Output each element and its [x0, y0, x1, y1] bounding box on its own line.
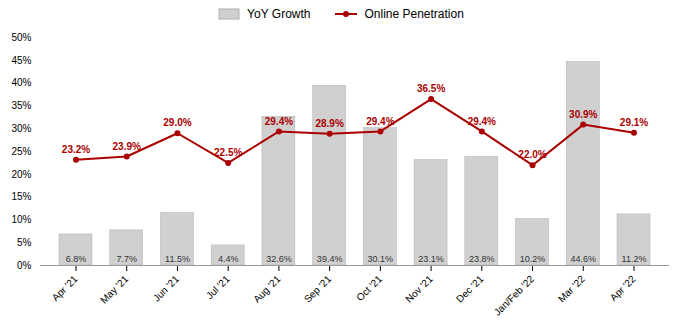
svg-text:23.8%: 23.8%	[469, 254, 495, 264]
svg-text:11.5%: 11.5%	[165, 254, 190, 264]
svg-text:Apr '22: Apr '22	[608, 273, 638, 303]
svg-text:29.1%: 29.1%	[620, 117, 648, 128]
svg-text:30%: 30%	[11, 123, 31, 134]
svg-text:Sep '21: Sep '21	[302, 273, 334, 305]
svg-text:7.7%: 7.7%	[116, 254, 137, 264]
svg-text:22.5%: 22.5%	[214, 147, 242, 158]
svg-text:32.6%: 32.6%	[266, 254, 292, 264]
svg-text:29.0%: 29.0%	[163, 117, 191, 128]
svg-text:4.4%: 4.4%	[218, 254, 239, 264]
svg-text:10.2%: 10.2%	[520, 254, 546, 264]
svg-text:35%: 35%	[11, 100, 31, 111]
svg-text:5%: 5%	[17, 237, 32, 248]
svg-text:30.1%: 30.1%	[368, 254, 394, 264]
html-text:YoY Growth: YoY Growth	[247, 7, 311, 21]
svg-text:29.4%: 29.4%	[366, 116, 394, 127]
svg-text:Dec '21: Dec '21	[454, 273, 486, 305]
svg-text:36.5%: 36.5%	[417, 83, 445, 94]
svg-text:20%: 20%	[11, 169, 31, 180]
svg-text:Jan/Feb '22: Jan/Feb '22	[492, 273, 537, 318]
svg-text:Oct '21: Oct '21	[354, 273, 384, 303]
svg-text:28.9%: 28.9%	[315, 118, 343, 129]
svg-text:25%: 25%	[11, 146, 31, 157]
svg-text:44.6%: 44.6%	[571, 254, 597, 264]
svg-text:23.2%: 23.2%	[62, 144, 90, 155]
svg-text:10%: 10%	[11, 214, 31, 225]
svg-text:50%: 50%	[11, 32, 31, 43]
svg-text:0%: 0%	[17, 260, 32, 271]
svg-text:30.9%: 30.9%	[569, 109, 597, 120]
svg-text:15%: 15%	[11, 191, 31, 202]
svg-text:29.4%: 29.4%	[468, 116, 496, 127]
svg-text:39.4%: 39.4%	[317, 254, 343, 264]
svg-text:40%: 40%	[11, 77, 31, 88]
svg-text:Aug '21: Aug '21	[251, 273, 283, 305]
svg-text:11.2%: 11.2%	[622, 254, 647, 264]
svg-text:45%: 45%	[11, 55, 31, 66]
svg-text:Mar '22: Mar '22	[556, 273, 587, 304]
svg-text:6.8%: 6.8%	[66, 254, 87, 264]
svg-text:May '21: May '21	[98, 273, 131, 306]
svg-text:Nov '21: Nov '21	[403, 273, 435, 305]
svg-text:Jun '21: Jun '21	[151, 273, 182, 304]
svg-text:Apr '21: Apr '21	[50, 273, 80, 303]
svg-text:29.4%: 29.4%	[265, 116, 293, 127]
svg-text:23.9%: 23.9%	[113, 141, 141, 152]
html-text:Online Penetration: Online Penetration	[364, 7, 464, 21]
svg-text:22.0%: 22.0%	[518, 149, 546, 160]
svg-text:23.1%: 23.1%	[418, 254, 444, 264]
svg-text:Jul '21: Jul '21	[204, 273, 232, 301]
